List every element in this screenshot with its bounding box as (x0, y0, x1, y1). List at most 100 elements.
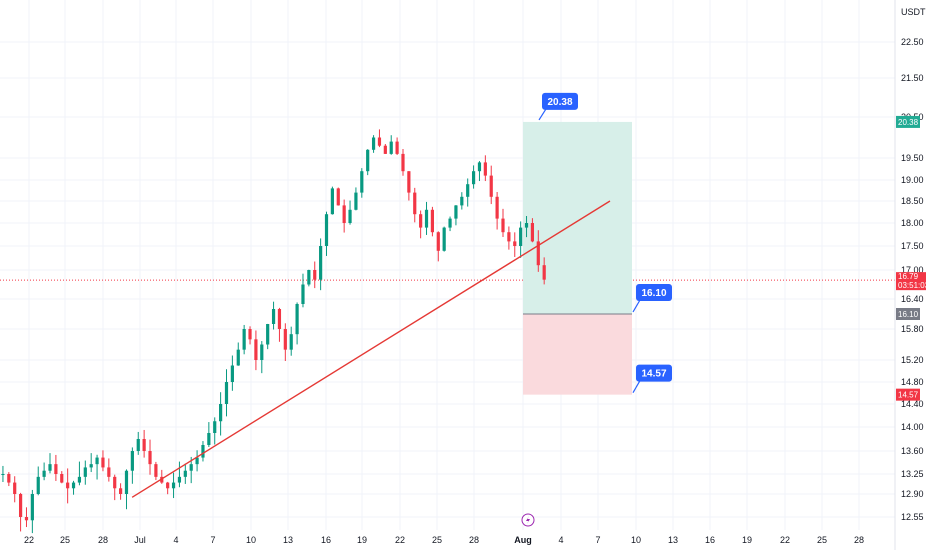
callout-box (636, 364, 672, 382)
candle-body (366, 149, 370, 172)
candle-body (348, 209, 352, 223)
profit-zone (523, 121, 632, 314)
candle-body (360, 171, 364, 193)
tag-bg (896, 388, 920, 401)
candle-body (448, 218, 452, 228)
x-tick-label: 28 (98, 535, 108, 545)
tag-label: 16.10 (898, 310, 919, 319)
x-tick-label: 7 (210, 535, 215, 545)
callout-label: 16.10 (641, 288, 666, 299)
candle-body (442, 227, 446, 251)
candle-body (77, 476, 82, 483)
candle-body (419, 214, 423, 228)
candle-body (89, 464, 93, 468)
x-tick-label: 19 (357, 535, 367, 545)
candle-body (107, 467, 111, 477)
y-tick-label: 15.20 (901, 355, 924, 365)
countdown-label: 03:51:03 (898, 281, 930, 290)
y-tick-label: 17.00 (901, 265, 924, 275)
candle-body (271, 309, 276, 324)
y-tick-label: 18.00 (901, 218, 924, 228)
candle-body (95, 457, 99, 465)
tag-bg (896, 272, 926, 291)
candle-body (60, 474, 64, 483)
candle-body (260, 344, 264, 360)
candle-body (177, 476, 182, 483)
loss-zone (523, 314, 632, 395)
y-tick-label: 14.40 (901, 399, 924, 409)
candle-body (466, 184, 470, 197)
x-tick-label: 28 (854, 535, 864, 545)
candle-body (454, 205, 458, 219)
price-axis[interactable]: 22.5021.5020.5019.5019.0018.5018.0017.50… (901, 37, 924, 522)
candle-body (395, 141, 399, 154)
candle-body (536, 241, 540, 266)
candle-body (501, 218, 505, 233)
candle-body (495, 196, 499, 219)
candle-body (342, 205, 346, 223)
y-tick-label: 13.25 (901, 469, 924, 479)
candle-body (248, 329, 252, 340)
candle-body (471, 171, 476, 185)
candle-body (124, 470, 129, 494)
candle-body (430, 209, 435, 233)
lightning-icon[interactable] (521, 513, 535, 527)
x-tick-label: 16 (321, 535, 331, 545)
y-tick-label: 19.50 (901, 153, 924, 163)
candle-body (301, 284, 305, 304)
callout-pointer (538, 108, 547, 121)
position-callouts[interactable]: 20.38 16.10 14.57 (538, 92, 672, 393)
candle-body (54, 464, 58, 474)
stop-price-tag: 14.57 (896, 388, 920, 401)
x-tick-label: 7 (595, 535, 600, 545)
candle-body (242, 329, 246, 350)
candle-body (66, 482, 70, 489)
stop-callout: 14.57 (632, 364, 672, 393)
candle-body (336, 188, 340, 206)
callout-pointer (632, 380, 641, 393)
x-tick-label: 28 (469, 535, 479, 545)
candle-body (530, 223, 535, 242)
y-tick-label: 13.60 (901, 446, 924, 456)
candle-body (330, 188, 334, 215)
candle-body (42, 470, 46, 477)
candle-body (483, 162, 487, 176)
trendline[interactable] (131, 200, 611, 498)
callout-pointer (632, 299, 641, 313)
x-tick-label: 19 (742, 535, 752, 545)
x-tick-label: 4 (173, 535, 178, 545)
candle-body (324, 214, 329, 246)
candle-body (195, 457, 199, 465)
candlestick-series (1, 129, 546, 534)
x-tick-label: 16 (705, 535, 715, 545)
tag-bg (896, 115, 920, 128)
candle-body (319, 246, 323, 280)
candle-body (213, 421, 217, 433)
target-callout: 20.38 (538, 92, 578, 121)
target-price-tag: 20.38 (896, 115, 920, 128)
candle-body (71, 482, 76, 489)
x-tick-label: Jul (134, 535, 146, 545)
candle-body (383, 145, 387, 154)
x-tick-label: 25 (817, 535, 827, 545)
candle-body (289, 334, 293, 350)
y-tick-label: 19.00 (901, 175, 924, 185)
long-position-tool[interactable] (523, 121, 632, 395)
candle-body (283, 329, 287, 350)
candle-body (30, 494, 34, 521)
candle-body (183, 470, 187, 477)
candle-body (389, 141, 393, 154)
candle-body (101, 457, 105, 468)
candle-body (136, 439, 140, 451)
candle-body (371, 137, 376, 150)
time-axis[interactable]: 22 25 28 Jul 4 7 10 13 16 19 22 25 28 Aug 4 7 10 13 16 19 22… (24, 535, 864, 545)
x-tick-label: 22 (395, 535, 405, 545)
candle-body (48, 464, 52, 471)
candle-body (424, 209, 429, 228)
candle-body (377, 137, 382, 146)
y-tick-label: 16.40 (901, 294, 924, 304)
currency-label: USDT (901, 7, 926, 17)
callout-box (542, 92, 578, 110)
